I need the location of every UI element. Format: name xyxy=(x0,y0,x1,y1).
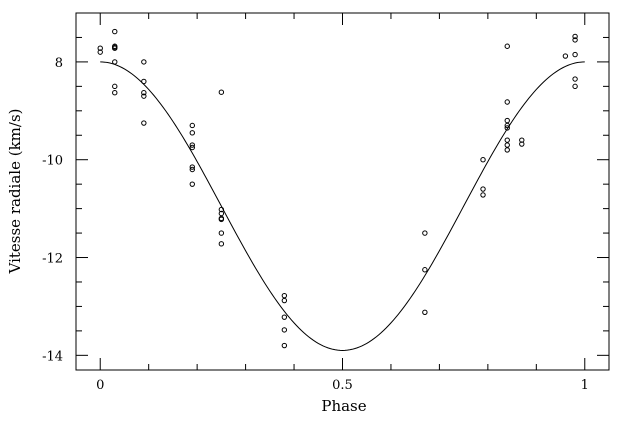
data-point xyxy=(422,267,428,273)
data-point xyxy=(504,147,510,153)
data-point xyxy=(504,142,510,148)
data-point xyxy=(504,43,510,49)
data-point xyxy=(281,314,288,320)
data-point xyxy=(141,78,147,85)
data-point xyxy=(281,292,288,299)
data-point xyxy=(218,230,225,236)
x-tick-label: 0 xyxy=(96,378,104,393)
data-point xyxy=(572,37,578,43)
data-point xyxy=(281,342,288,349)
data-point xyxy=(112,44,118,50)
data-point xyxy=(189,122,195,129)
data-point xyxy=(112,83,118,90)
data-point xyxy=(281,327,288,333)
x-tick-label: 1 xyxy=(581,378,589,393)
y-tick-label: -12 xyxy=(42,252,63,267)
data-point xyxy=(112,28,118,35)
y-tick-label: 8 xyxy=(55,56,63,71)
data-point xyxy=(141,90,147,96)
data-point xyxy=(519,141,525,147)
data-point xyxy=(189,181,195,187)
x-axis-label: Phase xyxy=(321,397,366,415)
data-point xyxy=(504,122,510,129)
data-point xyxy=(281,297,288,304)
data-point xyxy=(480,186,486,192)
y-tick-label: -10 xyxy=(42,154,63,169)
data-point xyxy=(97,49,103,55)
data-point xyxy=(112,59,118,65)
data-point xyxy=(112,90,118,96)
data-point xyxy=(141,59,147,65)
data-point xyxy=(572,76,578,82)
data-point xyxy=(480,157,486,163)
data-point xyxy=(218,241,225,247)
data-point xyxy=(422,230,428,236)
data-point xyxy=(218,89,225,95)
data-point xyxy=(504,117,510,124)
data-point xyxy=(572,33,578,40)
data-point xyxy=(141,120,147,126)
data-point xyxy=(504,137,510,143)
data-point xyxy=(504,125,510,131)
axis-ticks xyxy=(76,13,609,370)
data-point xyxy=(189,166,195,173)
model-curve xyxy=(100,61,585,351)
data-point xyxy=(422,309,428,315)
data-point xyxy=(572,83,578,90)
data-point xyxy=(141,93,147,99)
data-point xyxy=(189,130,195,136)
data-point xyxy=(189,164,195,170)
data-points xyxy=(97,28,578,349)
data-point xyxy=(189,142,195,148)
data-point xyxy=(480,192,486,198)
y-tick-label: -14 xyxy=(42,349,63,364)
plot-frame xyxy=(75,12,610,371)
data-point xyxy=(218,215,225,222)
data-point xyxy=(189,144,195,151)
y-axis-label: Vitesse radiale (km/s) xyxy=(6,109,24,275)
axis-tick-labels: 0 0.5 1 8 -10 -12 -14 xyxy=(42,56,589,393)
x-tick-label: 0.5 xyxy=(332,378,353,393)
data-point xyxy=(504,99,510,105)
data-point xyxy=(562,53,569,59)
data-point xyxy=(572,51,578,58)
